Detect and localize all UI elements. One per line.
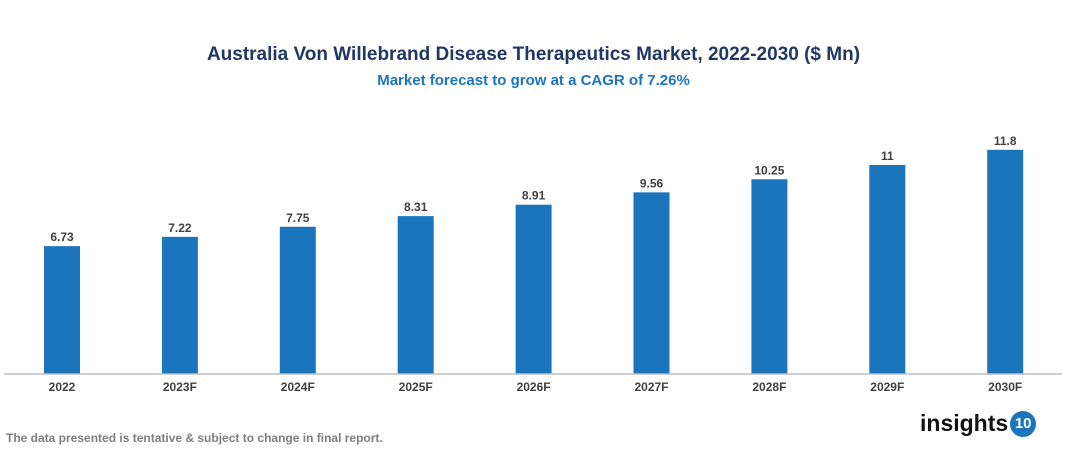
x-tick-label: 2022 (49, 380, 76, 394)
disclaimer-note: The data presented is tentative & subjec… (6, 431, 383, 445)
logo-text: insights (920, 410, 1009, 436)
x-tick-label: 2028F (752, 380, 786, 394)
bar (633, 192, 670, 374)
chart-title: Australia Von Willebrand Disease Therape… (206, 44, 861, 65)
data-label: 6.73 (50, 230, 74, 244)
bar (279, 226, 316, 374)
bar (161, 236, 198, 374)
insights10-logo: insights 10 (920, 410, 1037, 437)
bar (987, 149, 1024, 374)
bar (751, 179, 788, 374)
x-tick-label: 2027F (634, 380, 668, 394)
x-tick-label: 2029F (870, 380, 904, 394)
data-label: 9.56 (640, 176, 664, 190)
chart-subtitle: Market forecast to grow at a CAGR of 7.2… (377, 72, 690, 89)
data-label: 11.8 (994, 134, 1017, 148)
bar (397, 216, 434, 374)
data-label: 8.91 (522, 189, 546, 203)
x-tick-label: 2030F (988, 380, 1022, 394)
bar (869, 165, 906, 374)
data-label: 11 (881, 149, 894, 163)
x-tick-label: 2025F (399, 380, 433, 394)
x-tick-label: 2026F (517, 380, 551, 394)
bar (515, 204, 552, 374)
x-tick-label: 2024F (281, 380, 315, 394)
data-label: 10.25 (754, 163, 784, 177)
data-label: 7.75 (286, 211, 310, 225)
data-label: 7.22 (168, 221, 192, 235)
data-label: 8.31 (404, 200, 428, 214)
bar (44, 246, 80, 374)
logo-badge: 10 (1010, 410, 1037, 437)
x-tick-label: 2023F (163, 380, 197, 394)
